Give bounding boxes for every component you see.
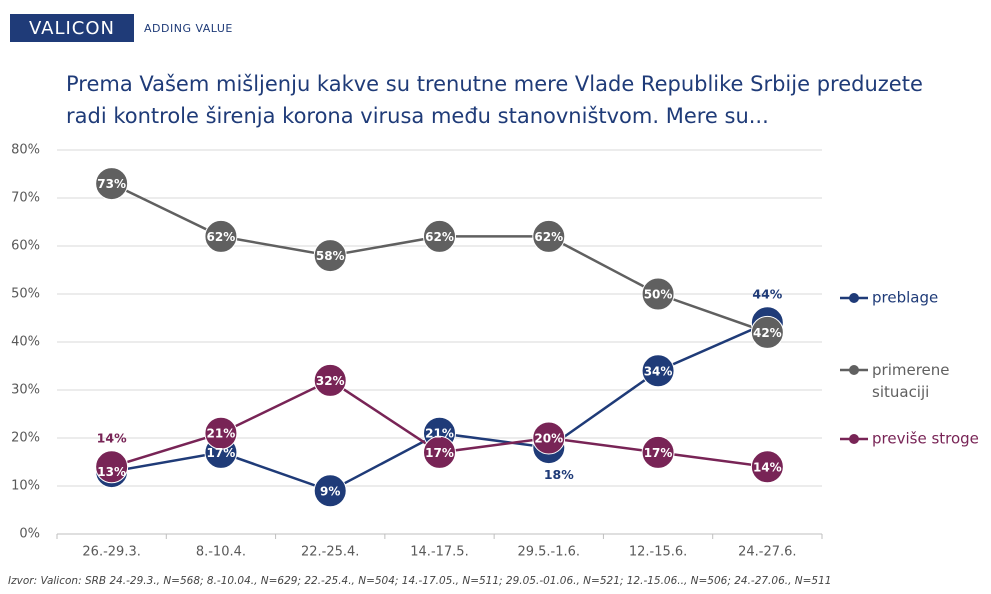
data-label: 21%: [425, 427, 454, 441]
x-tick-label: 29.5.-1.6.: [517, 545, 580, 560]
data-label: 42%: [753, 326, 782, 340]
marker: [204, 416, 238, 450]
y-tick-label: 60%: [11, 239, 40, 254]
tagline: ADDING VALUE: [144, 22, 233, 35]
data-label: 58%: [316, 249, 345, 263]
x-tick-label: 12.-15.6.: [629, 545, 687, 560]
data-label: 21%: [207, 427, 236, 441]
data-label: 44%: [752, 286, 782, 301]
marker: [641, 354, 675, 388]
legend-label: preblage: [872, 289, 938, 307]
data-label: 62%: [207, 230, 236, 244]
marker: [750, 315, 784, 349]
legend-label: previše stroge: [872, 430, 979, 448]
data-label: 50%: [644, 288, 673, 302]
data-label: 20%: [534, 432, 563, 446]
legend-marker: [849, 293, 859, 303]
y-tick-label: 50%: [11, 287, 40, 302]
marker: [423, 219, 456, 253]
logo: VALICON: [29, 18, 115, 39]
y-tick-label: 0%: [19, 527, 40, 542]
legend-label-line: situaciji: [872, 383, 929, 401]
marker: [750, 450, 784, 484]
data-label: 32%: [316, 374, 345, 388]
legend-label-line: primerene: [872, 361, 950, 379]
data-label: 62%: [425, 230, 454, 244]
marker: [95, 167, 129, 201]
marker: [641, 435, 675, 469]
legend-marker: [849, 365, 859, 375]
marker: [204, 219, 238, 253]
marker: [313, 363, 347, 397]
marker: [532, 219, 566, 253]
x-tick-label: 26.-29.3.: [82, 545, 140, 560]
x-tick-label: 24.-27.6.: [738, 545, 796, 560]
y-tick-label: 80%: [11, 143, 40, 158]
y-tick-label: 70%: [11, 191, 40, 206]
y-tick-label: 30%: [11, 383, 40, 398]
x-tick-label: 14.-17.5.: [410, 545, 468, 560]
logo-box: [10, 14, 134, 42]
data-label: 17%: [425, 446, 454, 460]
marker: [423, 435, 456, 469]
x-tick-label: 8.-10.4.: [196, 545, 246, 560]
title-box: Prema Vašem mišljenju kakve su trenutne …: [66, 72, 923, 128]
marker: [313, 474, 347, 508]
data-label: 62%: [534, 230, 563, 244]
data-label: 9%: [320, 484, 340, 498]
y-tick-label: 40%: [11, 335, 40, 350]
data-label: 73%: [97, 177, 126, 191]
data-label: 17%: [207, 446, 236, 460]
marker: [641, 277, 675, 311]
marker: [313, 239, 347, 273]
data-label: 13%: [97, 465, 126, 479]
data-label: 18%: [544, 467, 574, 482]
chart-title: Prema Vašem mišljenju kakve su trenutne …: [66, 72, 923, 128]
source-note: Izvor: Valicon: SRB 24.-29.3., N=568; 8.…: [8, 575, 831, 587]
data-label: 17%: [644, 446, 673, 460]
legend-label: primerene situaciji: [872, 361, 950, 401]
legend-marker: [849, 434, 859, 444]
y-tick-label: 20%: [11, 431, 40, 446]
series-line: [111, 182, 768, 334]
marker: [532, 421, 566, 455]
x-tick-label: 22.-25.4.: [301, 545, 359, 560]
data-label: 34%: [644, 364, 673, 378]
marker: [95, 450, 129, 484]
data-label: 14%: [753, 460, 782, 474]
y-tick-label: 10%: [11, 479, 40, 494]
data-label: 14%: [97, 430, 127, 445]
